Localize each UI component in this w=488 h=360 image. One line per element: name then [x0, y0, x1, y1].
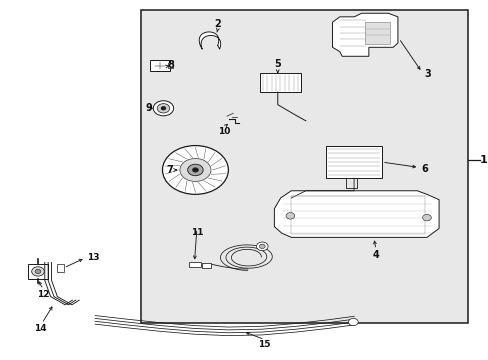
- Text: 7: 7: [165, 165, 172, 175]
- Circle shape: [162, 145, 228, 194]
- Text: 3: 3: [424, 69, 430, 79]
- Text: 14: 14: [34, 324, 47, 333]
- Circle shape: [192, 168, 198, 172]
- Text: 1: 1: [478, 155, 486, 165]
- Bar: [364, 22, 389, 44]
- Circle shape: [256, 242, 267, 251]
- Text: 8: 8: [167, 60, 174, 70]
- Circle shape: [157, 104, 169, 113]
- Text: 10: 10: [218, 127, 230, 136]
- FancyBboxPatch shape: [202, 263, 211, 268]
- Text: 9: 9: [145, 103, 152, 113]
- Circle shape: [187, 164, 203, 176]
- Text: 4: 4: [372, 250, 379, 260]
- Circle shape: [180, 158, 210, 181]
- Text: 12: 12: [37, 290, 49, 299]
- Text: 6: 6: [420, 164, 427, 174]
- Bar: [325, 146, 381, 178]
- Circle shape: [35, 269, 41, 274]
- FancyBboxPatch shape: [167, 63, 172, 68]
- Circle shape: [153, 101, 173, 116]
- Bar: [291, 196, 424, 234]
- Text: 15: 15: [258, 340, 270, 349]
- FancyBboxPatch shape: [28, 264, 48, 279]
- Bar: [141, 10, 467, 323]
- FancyBboxPatch shape: [150, 60, 169, 71]
- Circle shape: [422, 215, 430, 221]
- Text: 2: 2: [214, 19, 221, 29]
- Text: 13: 13: [87, 253, 99, 262]
- Polygon shape: [274, 191, 438, 237]
- Bar: [259, 73, 301, 92]
- Polygon shape: [199, 32, 220, 49]
- Text: 5: 5: [274, 59, 281, 69]
- Text: 11: 11: [190, 228, 203, 237]
- Polygon shape: [332, 13, 397, 56]
- Circle shape: [161, 107, 165, 110]
- FancyBboxPatch shape: [189, 262, 201, 267]
- Circle shape: [348, 319, 357, 325]
- Circle shape: [32, 267, 44, 276]
- Circle shape: [259, 244, 264, 248]
- Circle shape: [285, 213, 294, 219]
